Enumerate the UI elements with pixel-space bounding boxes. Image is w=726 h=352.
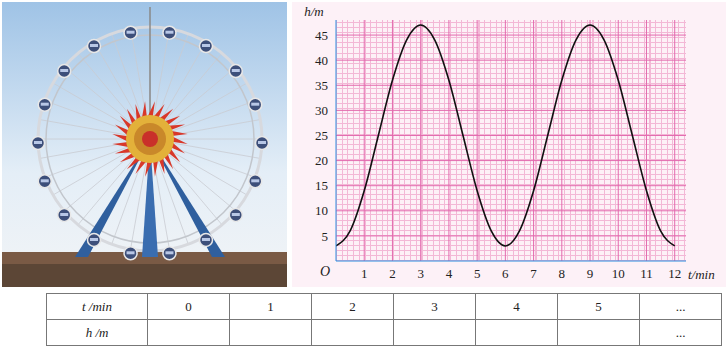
svg-text:45: 45 [315, 28, 328, 43]
svg-text:7: 7 [530, 266, 537, 281]
svg-text:10: 10 [315, 203, 328, 218]
svg-text:10: 10 [612, 266, 625, 281]
svg-text:1: 1 [361, 266, 368, 281]
svg-text:t/min: t/min [688, 267, 715, 282]
svg-text:35: 35 [315, 78, 328, 93]
html-text:h /m: h /m [85, 324, 109, 340]
svg-text:9: 9 [587, 266, 594, 281]
svg-text:25: 25 [315, 128, 328, 143]
html-text:O: O [320, 264, 331, 279]
html-text:2: 2 [349, 298, 356, 314]
svg-text:4: 4 [446, 266, 453, 281]
html-text:5: 5 [595, 298, 602, 314]
html-text:t /min: t /min [82, 298, 112, 314]
svg-text:3: 3 [417, 266, 424, 281]
svg-text:12: 12 [668, 266, 681, 281]
svg-text:20: 20 [315, 153, 328, 168]
svg-text:40: 40 [315, 53, 328, 68]
html-text:3: 3 [431, 298, 438, 314]
svg-text:15: 15 [315, 178, 328, 193]
svg-text:6: 6 [502, 266, 509, 281]
svg-text:8: 8 [559, 266, 566, 281]
svg-text:5: 5 [474, 266, 481, 281]
html-text:4: 4 [513, 298, 520, 314]
svg-text:11: 11 [640, 266, 653, 281]
html-text:1: 1 [267, 298, 274, 314]
svg-text:5: 5 [322, 229, 329, 244]
svg-text:2: 2 [389, 266, 396, 281]
svg-text:h/m: h/m [304, 4, 324, 19]
svg-text:30: 30 [315, 103, 328, 118]
html-text:0: 0 [185, 298, 192, 314]
